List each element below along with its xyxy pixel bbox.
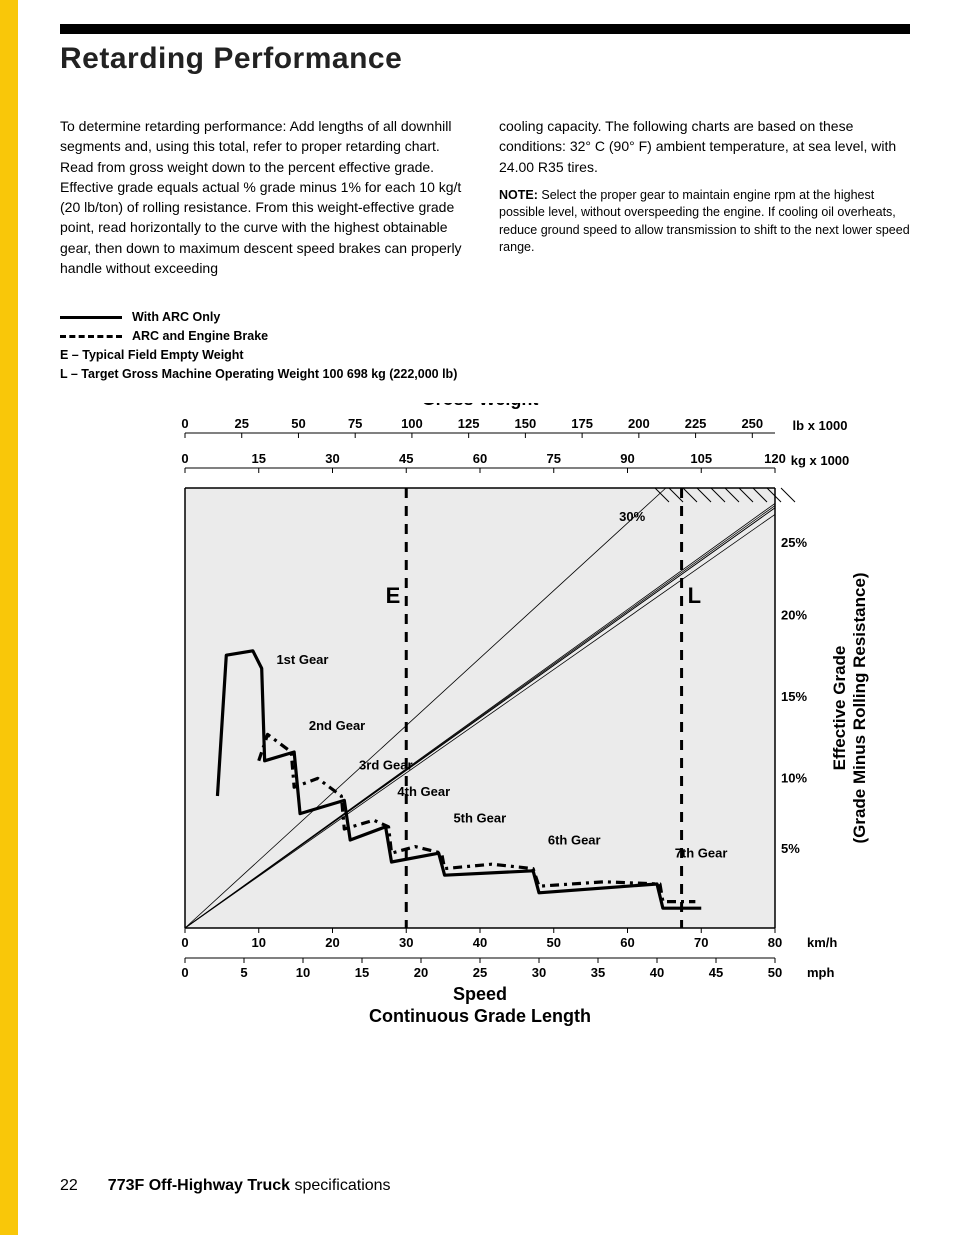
page-title: Retarding Performance	[60, 42, 910, 76]
svg-text:0: 0	[181, 935, 188, 950]
svg-text:Effective Grade: Effective Grade	[830, 646, 849, 771]
svg-text:75: 75	[348, 416, 362, 431]
svg-text:25: 25	[473, 965, 487, 980]
svg-text:30%: 30%	[619, 509, 645, 524]
svg-text:45: 45	[709, 965, 723, 980]
intro-left: To determine retarding performance: Add …	[60, 116, 471, 278]
note: NOTE: Select the proper gear to maintain…	[499, 187, 910, 257]
svg-text:6th Gear: 6th Gear	[548, 833, 601, 848]
svg-text:105: 105	[690, 451, 712, 466]
footer-spec: specifications	[290, 1177, 391, 1194]
svg-text:0: 0	[181, 451, 188, 466]
svg-text:50: 50	[291, 416, 305, 431]
svg-text:120: 120	[764, 451, 786, 466]
svg-text:200: 200	[628, 416, 650, 431]
legend-label-1: With ARC Only	[132, 308, 220, 327]
svg-text:0: 0	[181, 416, 188, 431]
svg-text:20: 20	[414, 965, 428, 980]
yellow-sidebar	[0, 0, 18, 1235]
note-text: Select the proper gear to maintain engin…	[499, 188, 910, 255]
legend-label-4: L – Target Gross Machine Operating Weigh…	[60, 365, 910, 384]
svg-text:100: 100	[401, 416, 423, 431]
svg-text:15%: 15%	[781, 689, 807, 704]
svg-text:5%: 5%	[781, 841, 800, 856]
svg-text:1st Gear: 1st Gear	[276, 652, 328, 667]
intro-columns: To determine retarding performance: Add …	[60, 116, 910, 278]
page-number: 22	[60, 1177, 78, 1195]
legend-row-dash: ARC and Engine Brake	[60, 327, 910, 346]
svg-text:4th Gear: 4th Gear	[397, 784, 450, 799]
retarding-chart: 0255075100125150175200225250lb x 1000015…	[95, 403, 875, 1053]
svg-text:kg x 1000: kg x 1000	[791, 453, 850, 468]
svg-text:mph: mph	[807, 965, 835, 980]
svg-text:Continuous Grade Length: Continuous Grade Length	[369, 1006, 591, 1026]
svg-text:50: 50	[768, 965, 782, 980]
svg-text:175: 175	[571, 416, 593, 431]
page-footer: 22 773F Off-Highway Truck specifications	[60, 1177, 391, 1195]
svg-text:0: 0	[181, 965, 188, 980]
svg-text:70: 70	[694, 935, 708, 950]
note-label: NOTE:	[499, 188, 538, 202]
svg-text:10%: 10%	[781, 771, 807, 786]
svg-text:150: 150	[515, 416, 537, 431]
svg-text:25: 25	[234, 416, 248, 431]
svg-text:125: 125	[458, 416, 480, 431]
svg-text:25%: 25%	[781, 535, 807, 550]
legend: With ARC Only ARC and Engine Brake E – T…	[60, 308, 910, 383]
svg-text:(Grade Minus Rolling Resistanc: (Grade Minus Rolling Resistance)	[850, 573, 869, 844]
svg-text:50: 50	[547, 935, 561, 950]
svg-text:lb x 1000: lb x 1000	[793, 418, 848, 433]
svg-text:E: E	[386, 583, 401, 608]
legend-label-2: ARC and Engine Brake	[132, 327, 268, 346]
svg-text:10: 10	[296, 965, 310, 980]
svg-text:30: 30	[532, 965, 546, 980]
svg-text:2nd Gear: 2nd Gear	[309, 718, 365, 733]
svg-text:20%: 20%	[781, 608, 807, 623]
svg-text:225: 225	[685, 416, 707, 431]
svg-text:45: 45	[399, 451, 413, 466]
svg-text:35: 35	[591, 965, 605, 980]
svg-text:15: 15	[355, 965, 369, 980]
svg-text:40: 40	[650, 965, 664, 980]
svg-text:75: 75	[547, 451, 561, 466]
svg-text:30: 30	[325, 451, 339, 466]
chart-container: 0255075100125150175200225250lb x 1000015…	[60, 403, 910, 1053]
svg-text:km/h: km/h	[807, 935, 837, 950]
svg-text:3rd Gear: 3rd Gear	[359, 758, 412, 773]
header-rule	[60, 24, 910, 34]
svg-text:7th Gear: 7th Gear	[675, 846, 728, 861]
svg-text:5: 5	[240, 965, 247, 980]
svg-text:40: 40	[473, 935, 487, 950]
legend-row-solid: With ARC Only	[60, 308, 910, 327]
svg-text:90: 90	[620, 451, 634, 466]
svg-text:60: 60	[620, 935, 634, 950]
svg-text:5th Gear: 5th Gear	[453, 811, 506, 826]
svg-text:Gross Weight: Gross Weight	[422, 403, 539, 409]
svg-text:10: 10	[252, 935, 266, 950]
svg-text:L: L	[688, 583, 701, 608]
svg-text:80: 80	[768, 935, 782, 950]
intro-right-text: cooling capacity. The following charts a…	[499, 118, 896, 175]
page-content: Retarding Performance To determine retar…	[0, 0, 954, 1077]
intro-right: cooling capacity. The following charts a…	[499, 116, 910, 278]
legend-label-3: E – Typical Field Empty Weight	[60, 346, 910, 365]
footer-model: 773F Off-Highway Truck	[108, 1177, 290, 1194]
footer-text: 773F Off-Highway Truck specifications	[108, 1177, 391, 1195]
svg-text:Speed: Speed	[453, 984, 507, 1004]
svg-text:60: 60	[473, 451, 487, 466]
legend-dash-line-icon	[60, 335, 122, 338]
legend-solid-line-icon	[60, 316, 122, 319]
svg-text:30: 30	[399, 935, 413, 950]
svg-text:15: 15	[252, 451, 266, 466]
svg-text:20: 20	[325, 935, 339, 950]
svg-text:250: 250	[741, 416, 763, 431]
